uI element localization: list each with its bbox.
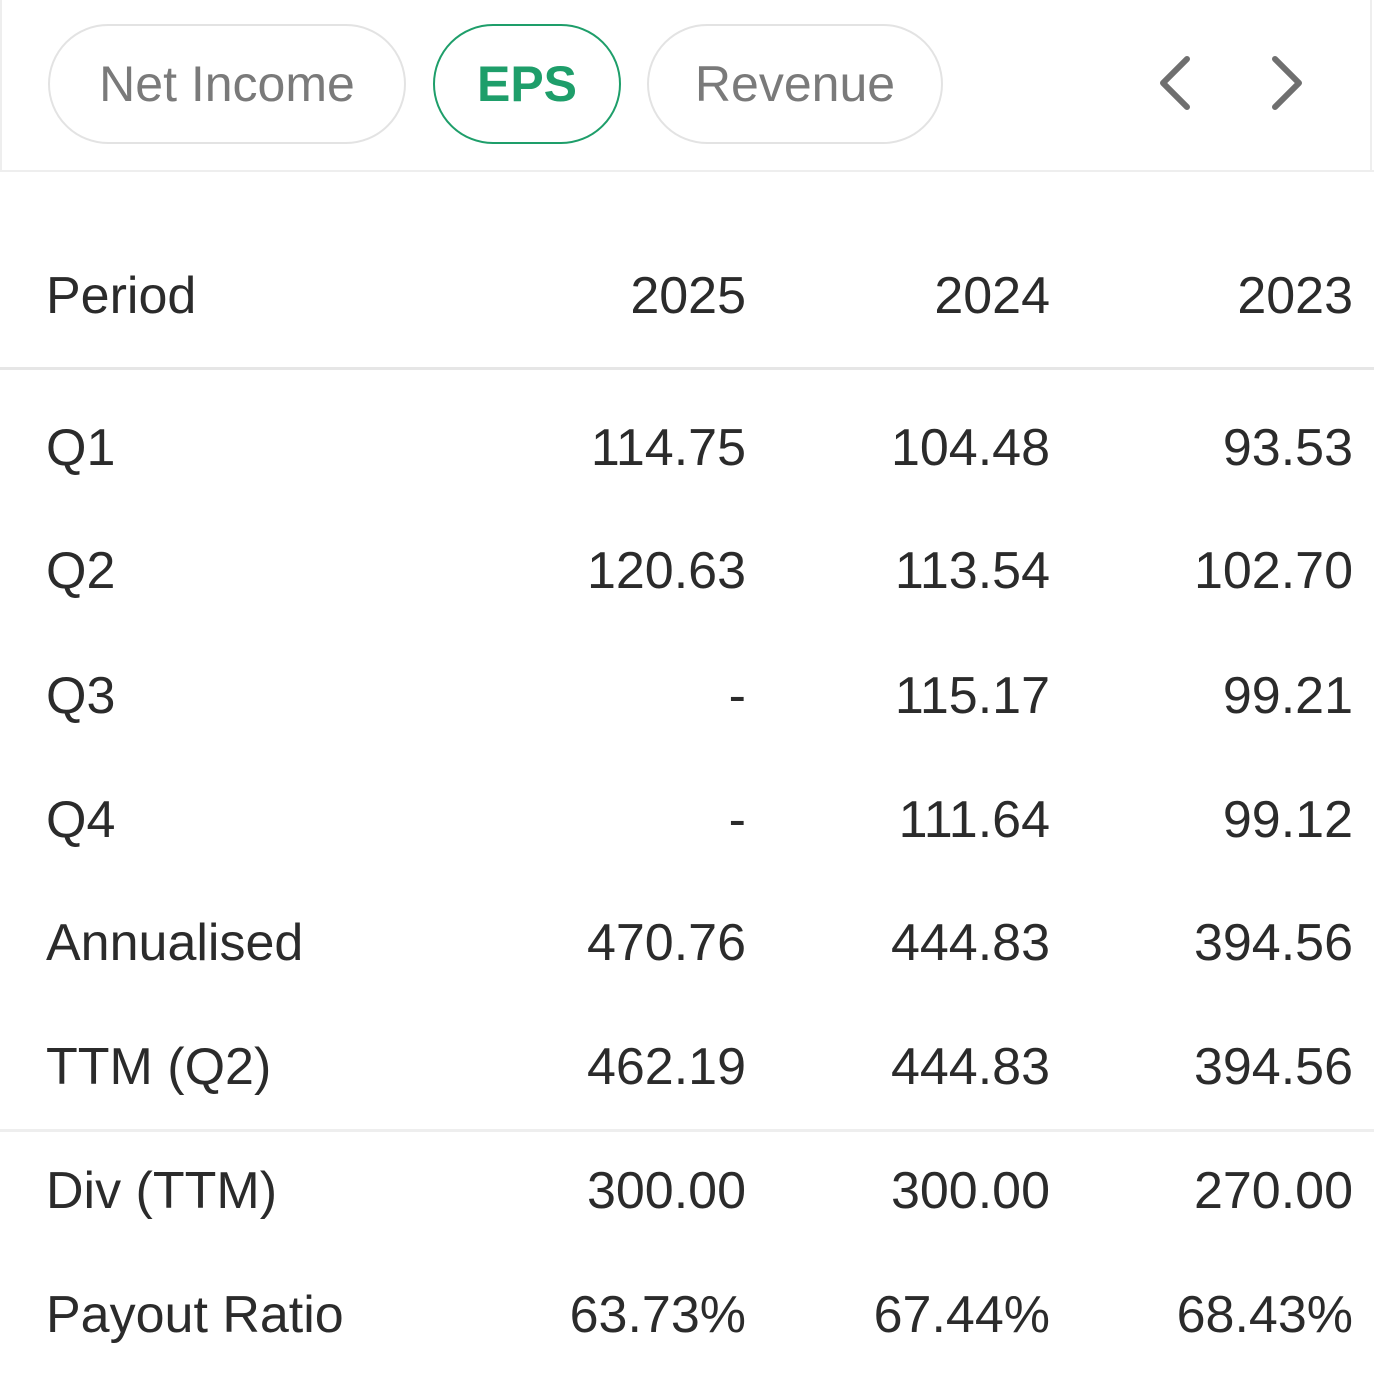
cell-2025: -	[728, 667, 746, 725]
section-divider	[0, 1129, 1374, 1132]
table-row: Q2 120.63 113.54 102.70	[0, 509, 1374, 633]
cell-2023: 394.56	[1193, 1038, 1353, 1096]
cell-2024: 300.00	[890, 1162, 1050, 1220]
header-year-2024: 2024	[934, 267, 1050, 325]
cell-2025: 300.00	[586, 1162, 746, 1220]
cell-2025: 114.75	[590, 419, 746, 477]
header-divider	[0, 367, 1374, 370]
cell-2024: 104.48	[890, 419, 1050, 477]
next-button[interactable]	[1252, 48, 1322, 118]
chevron-right-icon	[1272, 56, 1302, 110]
row-label: Payout Ratio	[46, 1286, 344, 1344]
table-row: Q1 114.75 104.48 93.53	[0, 386, 1374, 510]
cell-2023: 68.43%	[1176, 1286, 1353, 1344]
header-period: Period	[46, 267, 197, 325]
cell-2024: 67.44%	[873, 1286, 1050, 1344]
row-label: TTM (Q2)	[46, 1038, 272, 1096]
cell-2025: -	[728, 791, 746, 849]
tab-eps-label: EPS	[476, 56, 578, 112]
cell-2023: 99.12	[1222, 791, 1353, 849]
cell-2023: 394.56	[1193, 914, 1353, 972]
tab-net-income[interactable]: Net Income	[48, 24, 406, 144]
table-header-row: Period 2025 2024 2023	[0, 234, 1374, 358]
cell-2023: 270.00	[1193, 1162, 1353, 1220]
prev-button[interactable]	[1140, 48, 1210, 118]
table-row: Q4 - 111.64 99.12	[0, 758, 1374, 882]
cell-2025: 462.19	[586, 1038, 746, 1096]
table-row: TTM (Q2) 462.19 444.83 394.56	[0, 1005, 1374, 1129]
tab-net-income-label: Net Income	[99, 56, 355, 112]
row-label: Q1	[46, 419, 116, 477]
cell-2024: 113.54	[894, 542, 1050, 600]
row-label: Q3	[46, 667, 116, 725]
table-row: Div (TTM) 300.00 300.00 270.00	[0, 1129, 1374, 1253]
table-row: Annualised 470.76 444.83 394.56	[0, 881, 1374, 1005]
cell-2023: 102.70	[1193, 542, 1353, 600]
row-label: Q4	[46, 791, 116, 849]
table-row: Payout Ratio 63.73% 67.44% 68.43%	[0, 1253, 1374, 1377]
cell-2024: 444.83	[890, 1038, 1050, 1096]
row-label: Q2	[46, 542, 116, 600]
row-label: Annualised	[46, 914, 304, 972]
cell-2024: 444.83	[890, 914, 1050, 972]
header-year-2025: 2025	[630, 267, 746, 325]
cell-2023: 99.21	[1222, 667, 1353, 725]
tab-eps[interactable]: EPS	[433, 24, 621, 144]
tab-revenue-label: Revenue	[694, 56, 896, 112]
tab-bar-divider	[0, 170, 1374, 172]
cell-2023: 93.53	[1222, 419, 1353, 477]
tab-revenue[interactable]: Revenue	[647, 24, 943, 144]
metric-tab-bar: Net Income EPS Revenue	[0, 0, 1372, 170]
cell-2025: 63.73%	[569, 1286, 746, 1344]
cell-2025: 120.63	[586, 542, 746, 600]
cell-2024: 111.64	[898, 791, 1050, 849]
row-label: Div (TTM)	[46, 1162, 278, 1220]
chevron-left-icon	[1160, 56, 1190, 110]
table-row: Q3 - 115.17 99.21	[0, 634, 1374, 758]
cell-2024: 115.17	[894, 667, 1050, 725]
cell-2025: 470.76	[586, 914, 746, 972]
header-year-2023: 2023	[1237, 267, 1353, 325]
